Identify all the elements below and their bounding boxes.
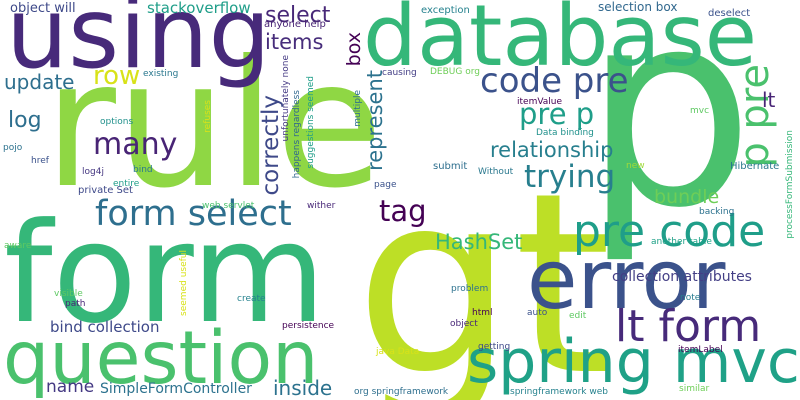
word-represent: represent	[363, 70, 387, 171]
word-question: question	[3, 316, 319, 400]
word-many: many	[93, 127, 178, 162]
word-deselect: deselect	[708, 8, 751, 19]
word-log: log	[8, 108, 42, 133]
word-existing: existing	[143, 69, 179, 79]
word-correctly: correctly	[258, 95, 284, 196]
word-pojo: pojo	[3, 143, 23, 153]
word-causing: causing	[382, 68, 417, 78]
word-pre-code: pre code	[573, 206, 766, 257]
word-multiple: multiple	[353, 90, 363, 127]
word-aware: aware	[4, 241, 32, 251]
word-without: Without	[478, 167, 514, 177]
word-collection-attributes: collection attributes	[612, 269, 752, 285]
word-error: error	[527, 233, 726, 328]
word-stackoverflow: stackoverflow	[147, 0, 251, 17]
word-row: row	[93, 61, 141, 91]
word-code-pre: code pre	[480, 61, 629, 101]
word-form: form	[4, 193, 326, 354]
word-database: database	[363, 0, 758, 86]
word-edit: edit	[569, 311, 587, 321]
word-java-data: java Data	[376, 347, 420, 357]
word-problem: problem	[451, 284, 489, 294]
word-bind-collection: bind collection	[50, 318, 160, 336]
word-private-set: private Set	[78, 185, 133, 196]
word-relationship: relationship	[490, 138, 614, 162]
word-data-binding: Data binding	[536, 128, 594, 138]
word-using: using	[6, 0, 271, 91]
word-auto: auto	[527, 308, 548, 318]
word-tag: tag	[379, 194, 427, 228]
word-new: new	[626, 161, 645, 171]
word-unfortunately-none: unfortunately none	[281, 55, 291, 142]
word-gt: gt	[355, 139, 612, 400]
word-processformsubmission: processFormSubmission	[785, 130, 795, 239]
word-refuses: refuses	[203, 100, 213, 133]
word-select: select	[265, 3, 331, 28]
word-lt: lt	[762, 88, 776, 112]
word-seemed-useful: seemed useful	[179, 250, 189, 316]
word-path: path	[65, 299, 86, 309]
word-pre-p: pre p	[519, 97, 595, 131]
word-lt-form: lt form	[615, 301, 762, 352]
word-object-will: object will	[10, 1, 76, 16]
word-another-table: another table	[651, 237, 712, 247]
word-rule: rule	[44, 24, 384, 227]
word-entire: entire	[113, 179, 140, 189]
word-note: note	[680, 293, 701, 303]
word-mvc: mvc	[690, 106, 710, 116]
word-update: update	[4, 70, 75, 94]
word-hashset: HashSet	[435, 230, 523, 254]
word-options: options	[100, 117, 134, 127]
word-inside: inside	[273, 376, 333, 400]
word-anyone-help: anyone help	[264, 19, 326, 30]
word-hibernate: Hibernate	[730, 161, 780, 172]
word-persistence: persistence	[282, 321, 335, 331]
word-itemvalue: itemValue	[517, 97, 563, 107]
word-itemlabel: itemLabel	[678, 345, 723, 355]
word-object: object	[450, 319, 478, 329]
word-bundle: bundle	[654, 186, 720, 208]
word-similar: similar	[679, 384, 710, 394]
word-happens-regardless: happens regardless	[292, 90, 302, 179]
word-bind: bind	[133, 165, 153, 175]
word-page: page	[374, 180, 397, 190]
word-suggestions-seemed: suggestions seemed	[306, 76, 316, 169]
word-name: name	[46, 377, 95, 397]
word-html: html	[472, 308, 493, 318]
word-box: box	[343, 32, 365, 67]
word-debug-org: DEBUG org	[430, 67, 480, 77]
word-wither: wither	[307, 201, 336, 211]
word-p-pre: p pre	[732, 64, 778, 168]
word-springframework-web: springframework web	[510, 387, 608, 397]
word-visible: visible	[54, 289, 83, 299]
word-backing: backing	[699, 207, 735, 217]
word-selection-box: selection box	[598, 0, 678, 14]
word-org-springframework: org springframework	[354, 387, 449, 397]
word-form-select: form select	[95, 194, 292, 234]
word-p: p	[583, 0, 755, 267]
word-trying: trying	[524, 159, 616, 195]
word-spring-mvc: spring mvc	[467, 327, 800, 397]
word-web-servlet: web servlet	[202, 201, 255, 211]
word-log4j: log4j	[82, 167, 104, 177]
word-exception: exception	[421, 5, 470, 16]
word-create: create	[237, 294, 266, 304]
word-items: items	[265, 30, 324, 54]
word-simpleformcontroller: SimpleFormController	[100, 381, 252, 397]
word-submit: submit	[433, 161, 468, 172]
word-href: href	[31, 156, 49, 166]
word-getting: getting	[478, 342, 511, 352]
